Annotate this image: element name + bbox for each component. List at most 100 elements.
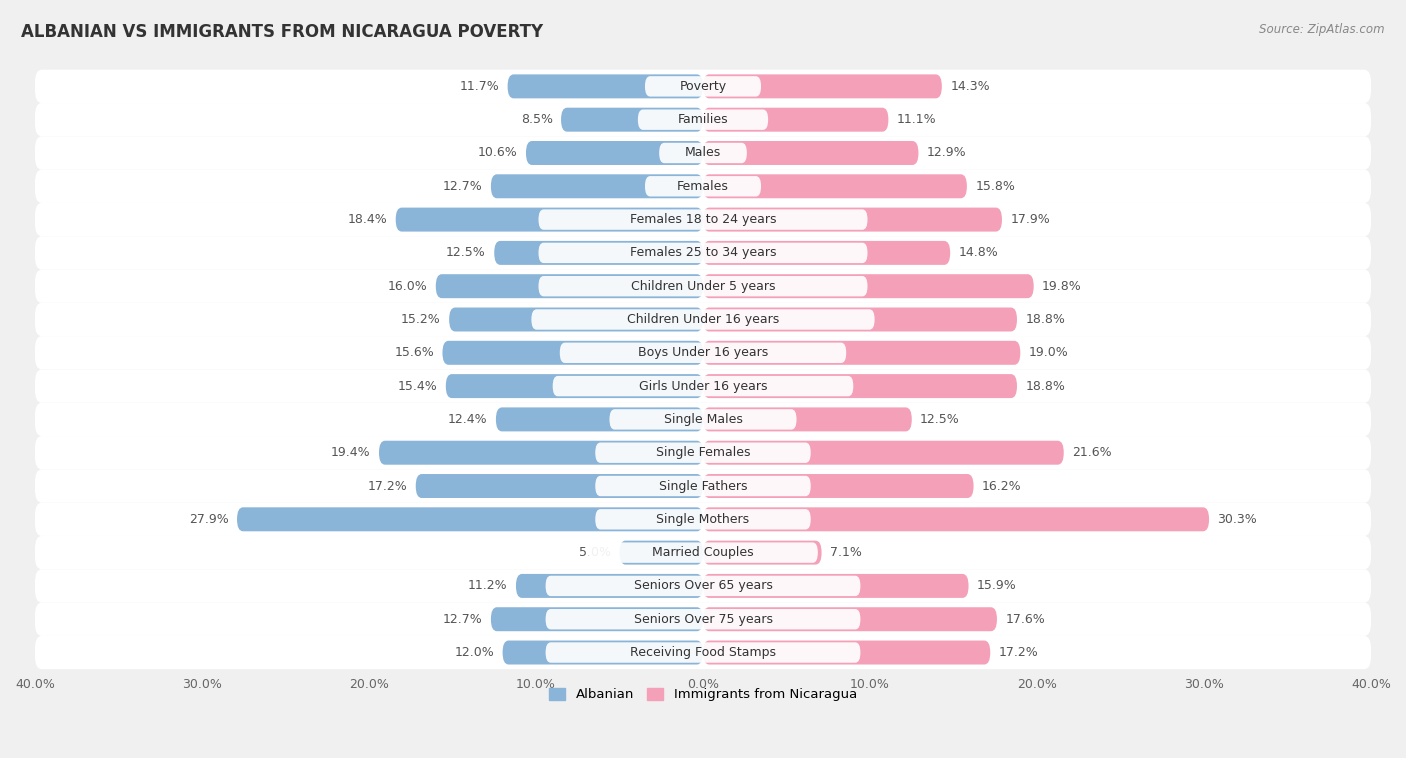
Text: Seniors Over 65 years: Seniors Over 65 years [634,579,772,593]
FancyBboxPatch shape [620,540,703,565]
FancyBboxPatch shape [35,436,1371,469]
Text: 12.7%: 12.7% [443,612,482,625]
FancyBboxPatch shape [446,374,703,398]
Text: 17.2%: 17.2% [998,646,1039,659]
Text: Girls Under 16 years: Girls Under 16 years [638,380,768,393]
FancyBboxPatch shape [560,343,846,363]
FancyBboxPatch shape [35,469,1371,503]
Text: Seniors Over 75 years: Seniors Over 75 years [634,612,772,625]
Text: 19.0%: 19.0% [1029,346,1069,359]
Text: 15.8%: 15.8% [976,180,1015,193]
Text: 12.9%: 12.9% [927,146,966,159]
FancyBboxPatch shape [531,309,875,330]
FancyBboxPatch shape [595,509,811,530]
Text: Females 18 to 24 years: Females 18 to 24 years [630,213,776,226]
Text: Males: Males [685,146,721,159]
FancyBboxPatch shape [645,77,761,96]
Text: 12.5%: 12.5% [446,246,486,259]
FancyBboxPatch shape [436,274,703,298]
FancyBboxPatch shape [35,636,1371,669]
Text: 16.0%: 16.0% [388,280,427,293]
Text: Single Fathers: Single Fathers [659,480,747,493]
FancyBboxPatch shape [703,574,969,598]
FancyBboxPatch shape [395,208,703,232]
FancyBboxPatch shape [659,143,747,163]
Text: 8.5%: 8.5% [520,113,553,126]
FancyBboxPatch shape [703,440,1064,465]
Text: 18.8%: 18.8% [1025,313,1066,326]
Text: 12.4%: 12.4% [449,413,488,426]
FancyBboxPatch shape [35,170,1371,203]
Text: 11.7%: 11.7% [460,80,499,93]
Text: 27.9%: 27.9% [188,513,229,526]
FancyBboxPatch shape [416,474,703,498]
Text: Females: Females [678,180,728,193]
Text: Females 25 to 34 years: Females 25 to 34 years [630,246,776,259]
Text: 15.6%: 15.6% [394,346,434,359]
FancyBboxPatch shape [35,203,1371,236]
FancyBboxPatch shape [35,270,1371,303]
FancyBboxPatch shape [703,241,950,265]
FancyBboxPatch shape [553,376,853,396]
FancyBboxPatch shape [703,174,967,199]
FancyBboxPatch shape [508,74,703,99]
Text: Children Under 16 years: Children Under 16 years [627,313,779,326]
FancyBboxPatch shape [703,540,821,565]
Text: Receiving Food Stamps: Receiving Food Stamps [630,646,776,659]
FancyBboxPatch shape [443,341,703,365]
FancyBboxPatch shape [538,276,868,296]
Text: Single Mothers: Single Mothers [657,513,749,526]
Text: 12.0%: 12.0% [454,646,495,659]
FancyBboxPatch shape [35,603,1371,636]
Text: 17.2%: 17.2% [367,480,408,493]
Text: 17.6%: 17.6% [1005,612,1045,625]
Text: 10.6%: 10.6% [478,146,517,159]
Text: 5.0%: 5.0% [579,546,612,559]
FancyBboxPatch shape [595,476,811,496]
Text: 21.6%: 21.6% [1073,446,1112,459]
Text: 18.8%: 18.8% [1025,380,1066,393]
Text: Boys Under 16 years: Boys Under 16 years [638,346,768,359]
FancyBboxPatch shape [496,407,703,431]
FancyBboxPatch shape [703,141,918,165]
Text: 11.2%: 11.2% [468,579,508,593]
FancyBboxPatch shape [238,507,703,531]
FancyBboxPatch shape [35,103,1371,136]
FancyBboxPatch shape [609,409,797,430]
FancyBboxPatch shape [35,569,1371,603]
FancyBboxPatch shape [703,374,1017,398]
FancyBboxPatch shape [491,174,703,199]
Text: Poverty: Poverty [679,80,727,93]
Text: ALBANIAN VS IMMIGRANTS FROM NICARAGUA POVERTY: ALBANIAN VS IMMIGRANTS FROM NICARAGUA PO… [21,23,543,41]
Text: 14.3%: 14.3% [950,80,990,93]
Text: 18.4%: 18.4% [347,213,387,226]
FancyBboxPatch shape [703,74,942,99]
FancyBboxPatch shape [703,407,911,431]
FancyBboxPatch shape [703,108,889,132]
Text: 19.8%: 19.8% [1042,280,1081,293]
FancyBboxPatch shape [546,609,860,629]
FancyBboxPatch shape [538,243,868,263]
Text: Single Males: Single Males [664,413,742,426]
FancyBboxPatch shape [595,443,811,463]
FancyBboxPatch shape [703,607,997,631]
FancyBboxPatch shape [35,70,1371,103]
FancyBboxPatch shape [538,209,868,230]
FancyBboxPatch shape [449,308,703,331]
FancyBboxPatch shape [491,607,703,631]
FancyBboxPatch shape [703,208,1002,232]
FancyBboxPatch shape [645,176,761,196]
FancyBboxPatch shape [526,141,703,165]
FancyBboxPatch shape [546,576,860,596]
FancyBboxPatch shape [588,543,818,562]
FancyBboxPatch shape [546,642,860,662]
Text: 7.1%: 7.1% [830,546,862,559]
FancyBboxPatch shape [703,507,1209,531]
Text: 16.2%: 16.2% [981,480,1022,493]
Text: Children Under 5 years: Children Under 5 years [631,280,775,293]
Text: Families: Families [678,113,728,126]
FancyBboxPatch shape [561,108,703,132]
FancyBboxPatch shape [35,369,1371,402]
Text: Married Couples: Married Couples [652,546,754,559]
FancyBboxPatch shape [703,341,1021,365]
